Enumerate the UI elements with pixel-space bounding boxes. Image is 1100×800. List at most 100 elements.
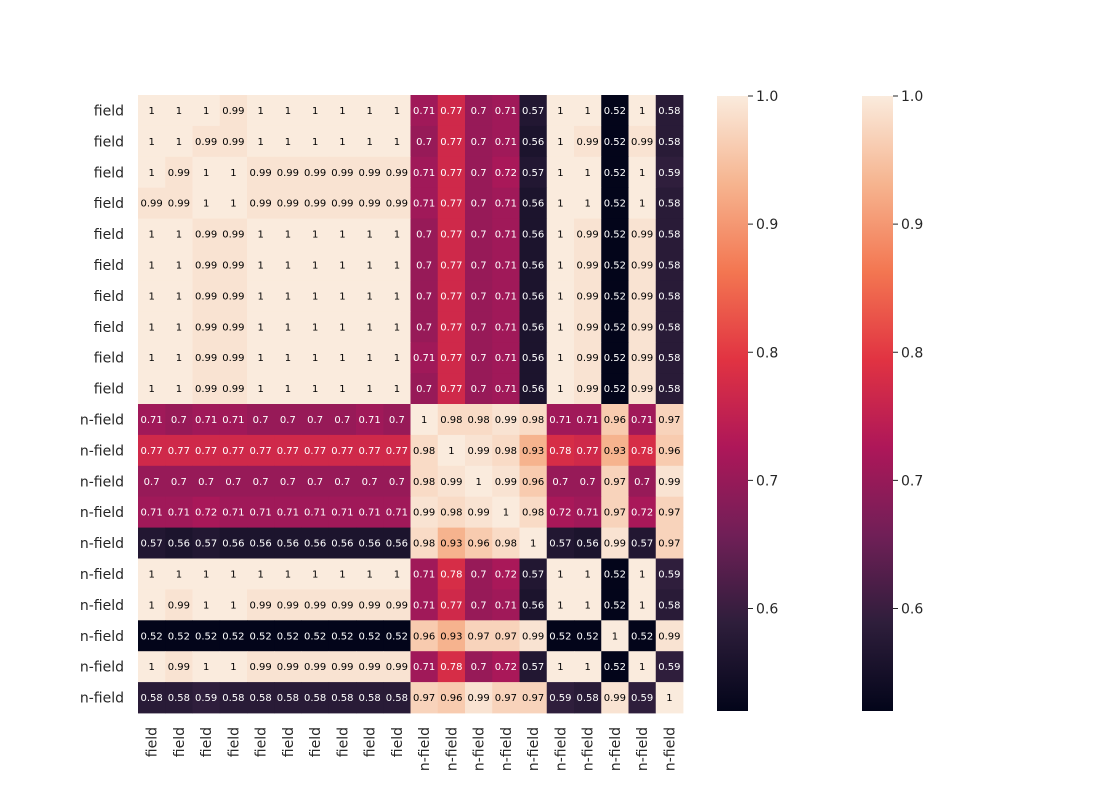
cell-value-label: 0.99 [658,477,680,488]
colorbar-tick-label: 0.6 [901,602,923,618]
heatmap-cell [301,311,330,343]
heatmap-cell [546,558,575,590]
heatmap-cell [356,249,384,281]
y-tick-label: field [94,351,124,367]
cell-value-label: 0.99 [249,168,271,179]
heatmap-cell [601,496,629,528]
heatmap-cell [574,218,602,250]
heatmap-cell [574,187,602,219]
heatmap-cell [546,156,575,189]
cell-value-label: 0.72 [495,662,517,673]
cell-value-label: 0.7 [416,291,432,302]
cell-value-label: 0.99 [249,199,271,210]
cell-value-label: 0.52 [604,662,626,673]
cell-value-label: 0.99 [467,446,489,457]
cell-value-label: 1 [257,569,263,580]
cell-value-label: 1 [230,199,236,210]
cell-value-label: 1 [366,322,372,333]
heatmap-cell [492,311,520,343]
heatmap-cell [165,465,193,498]
cell-value-label: 1 [366,137,372,148]
heatmap-cell [546,187,575,219]
cell-value-label: 1 [176,569,182,580]
heatmap-cell [247,620,275,652]
cell-value-label: 1 [530,539,536,550]
heatmap-cell [274,125,302,158]
cell-value-label: 0.99 [222,260,244,271]
colorbar-tick-label: 0.8 [756,345,778,361]
heatmap-cell [219,125,248,158]
heatmap-cell [165,589,193,621]
cell-value-label: 0.7 [280,477,296,488]
cell-value-label: 1 [203,106,209,117]
heatmap-cell [219,249,248,281]
cell-value-label: 1 [285,137,291,148]
heatmap-cell [247,218,275,250]
heatmap-cell [247,558,275,590]
cell-value-label: 0.99 [331,600,353,611]
heatmap-cell [574,311,602,343]
cell-value-label: 0.7 [471,600,487,611]
heatmap-cell [301,373,330,405]
cell-value-label: 1 [285,569,291,580]
x-tick-label: field [172,727,188,757]
heatmap-cell [192,95,221,127]
heatmap-cell [247,434,275,467]
cell-value-label: 0.56 [358,539,380,550]
cell-value-label: 0.52 [140,631,162,642]
cell-value-label: 0.99 [467,508,489,519]
heatmap-cell [165,156,193,189]
cell-value-label: 1 [148,600,154,611]
cell-value-label: 0.71 [195,415,217,426]
heatmap-cell [465,249,493,281]
cell-value-label: 0.77 [358,446,380,457]
cell-value-label: 0.77 [249,446,271,457]
cell-value-label: 0.99 [195,230,217,241]
cell-value-label: 0.98 [495,539,517,550]
cell-value-label: 0.99 [522,631,544,642]
heatmap-cell [219,218,248,250]
cell-value-label: 0.99 [576,322,598,333]
heatmap-cell [328,589,357,621]
cell-value-label: 0.77 [304,446,326,457]
heatmap-cell [437,342,466,374]
heatmap-cell [546,465,575,498]
heatmap-cell [192,651,221,683]
heatmap-cell [655,249,684,281]
heatmap-cell [465,404,493,436]
heatmap-cell [655,465,684,498]
heatmap-cell [519,651,548,683]
cell-value-label: 0.71 [413,168,435,179]
heatmap-cell [601,589,629,621]
heatmap-cell [247,342,275,374]
heatmap-cell [219,527,248,559]
cell-value-label: 1 [639,600,645,611]
heatmap-cell [247,95,275,127]
heatmap-cell [301,651,330,683]
cell-value-label: 0.99 [576,291,598,302]
heatmap-cell [519,373,548,405]
cell-value-label: 0.7 [634,477,650,488]
cell-value-label: 0.71 [495,106,517,117]
heatmap-cell [437,496,466,528]
heatmap-cell [274,95,302,127]
heatmap-cell [410,465,439,498]
heatmap-cell [655,558,684,590]
heatmap-cell [519,620,548,652]
cell-value-label: 1 [584,168,590,179]
cell-value-label: 0.7 [471,353,487,364]
heatmap-cell [274,589,302,621]
heatmap-cell [192,496,221,528]
heatmap-cell [138,373,166,405]
cell-value-label: 0.99 [249,600,271,611]
heatmap-cell [219,404,248,436]
cell-value-label: 1 [285,353,291,364]
heatmap-cell [356,187,384,219]
heatmap-cell [437,125,466,158]
cell-value-label: 0.97 [522,693,544,704]
cell-value-label: 0.58 [304,693,326,704]
cell-value-label: 0.7 [334,477,350,488]
heatmap-cell [165,434,193,467]
cell-value-label: 0.98 [467,415,489,426]
heatmap-cell [247,280,275,312]
